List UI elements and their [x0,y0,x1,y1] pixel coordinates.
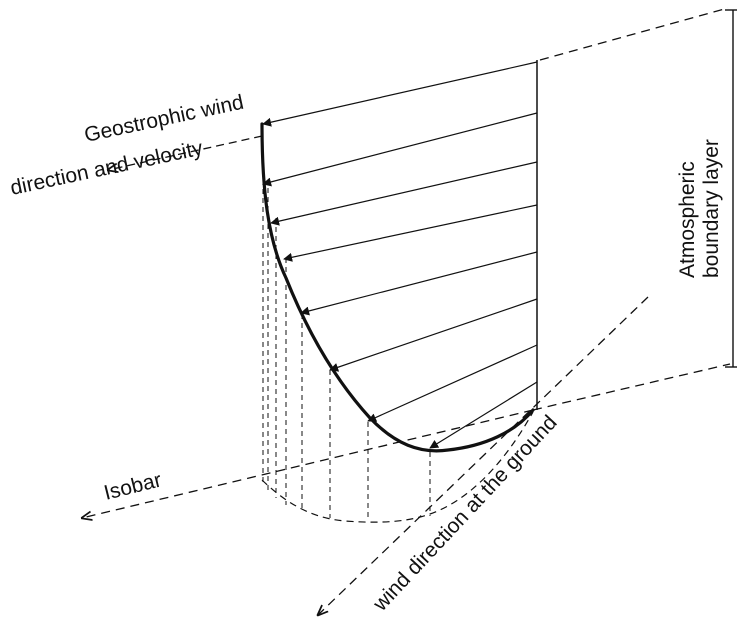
top-dashed-edge [540,8,728,60]
wind-vector [368,345,537,421]
boundary-layer-label-line2: boundary layer [700,139,723,278]
bottom-dashed-edge [533,364,730,410]
isobar-label: Isobar [102,468,164,504]
wind-vector-top [263,62,537,124]
ground-wind-label: wind direction at the ground [368,411,561,616]
geostrophic-label-line1: Geostrophic wind [82,91,245,147]
ground-wind-direction-line [318,297,648,615]
ekman-spiral-curve [262,124,533,451]
height-scale-bracket [725,10,737,367]
wind-vector [263,113,537,184]
wind-vector [301,252,537,313]
wind-vector [284,205,537,259]
geostrophic-label-line2: direction and velocity [8,137,205,200]
projection-drop-lines [263,126,430,521]
boundary-layer-label-line1: Atmospheric [676,161,699,278]
wind-vectors [263,62,537,448]
